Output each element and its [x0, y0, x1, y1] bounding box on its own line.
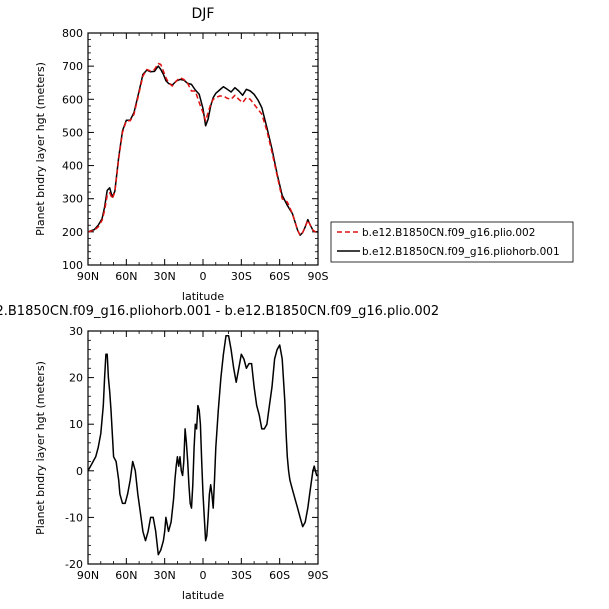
top-series-line-1	[87, 65, 318, 236]
bottom-x-tick-labels: 90N 60N 30N 0 30S 60S 90S	[77, 569, 329, 582]
top-y-tick-label: 200	[62, 226, 83, 239]
top-y-tick-label: 600	[62, 93, 83, 106]
top-ticks	[87, 32, 319, 266]
top-x-tick-label: 30S	[231, 270, 252, 283]
bottom-panel: b.e12.B1850CN.f09_g16.pliohorb.001 - b.e…	[0, 304, 439, 602]
top-chart-title: DJF	[192, 6, 215, 22]
top-y-axis-label: Planet bndry layer hgt (meters)	[34, 62, 47, 236]
bottom-y-tick-label: 20	[69, 372, 83, 385]
bottom-y-tick-label: 10	[69, 418, 83, 431]
legend-label-plio: b.e12.B1850CN.f09_g16.plio.002	[362, 227, 535, 239]
bottom-y-tick-label: -10	[65, 511, 83, 524]
bottom-series-line-0	[87, 334, 318, 556]
top-plot-frame	[87, 32, 319, 266]
legend-label-pliohorb: b.e12.B1850CN.f09_g16.pliohorb.001	[362, 246, 560, 258]
top-y-tick-label: 500	[62, 126, 83, 139]
bottom-x-tick-label: 60S	[269, 569, 290, 582]
top-series-line-0	[87, 62, 318, 236]
bottom-x-tick-label: 60N	[115, 569, 137, 582]
top-y-tick-label: 400	[62, 160, 83, 173]
top-y-tick-label: 700	[62, 60, 83, 73]
bottom-x-axis-label: latitude	[182, 589, 224, 602]
bottom-x-tick-label: 30N	[154, 569, 176, 582]
bottom-x-tick-label: 90N	[77, 569, 99, 582]
top-x-axis-label: latitude	[182, 290, 224, 303]
top-x-tick-label: 90S	[308, 270, 329, 283]
bottom-y-tick-labels: -20 -10 0 10 20 30	[65, 325, 83, 571]
legend-frame	[330, 221, 574, 263]
bottom-y-tick-label: 30	[69, 325, 83, 338]
bottom-ticks	[87, 330, 319, 565]
top-y-tick-label: 300	[62, 193, 83, 206]
top-y-tick-label: 800	[62, 27, 83, 40]
top-x-tick-label: 60S	[269, 270, 290, 283]
top-panel: DJF 100 200 300 400 500 600 700 800 90N 60N 30N 0 3…	[34, 6, 329, 303]
bottom-y-tick-label: -20	[65, 558, 83, 571]
top-x-tick-label: 60N	[115, 270, 137, 283]
top-x-tick-label: 90N	[77, 270, 99, 283]
top-x-tick-label: 0	[200, 270, 207, 283]
bottom-x-tick-label: 0	[200, 569, 207, 582]
top-y-tick-label: 100	[62, 259, 83, 272]
bottom-series-lines	[87, 334, 318, 556]
bottom-x-tick-label: 30S	[231, 569, 252, 582]
bottom-x-tick-label: 90S	[308, 569, 329, 582]
top-series-lines	[87, 62, 318, 236]
bottom-plot-frame	[87, 330, 319, 565]
top-y-tick-labels: 100 200 300 400 500 600 700 800	[62, 27, 83, 272]
bottom-y-axis-label: Planet bndry layer hgt (meters)	[34, 361, 47, 535]
top-x-tick-labels: 90N 60N 30N 0 30S 60S 90S	[77, 270, 329, 283]
bottom-y-tick-label: 0	[76, 465, 83, 478]
bottom-chart-title: b.e12.B1850CN.f09_g16.pliohorb.001 - b.e…	[0, 304, 439, 319]
legend: b.e12.B1850CN.f09_g16.plio.002 b.e12.B18…	[330, 221, 574, 263]
top-x-tick-label: 30N	[154, 270, 176, 283]
